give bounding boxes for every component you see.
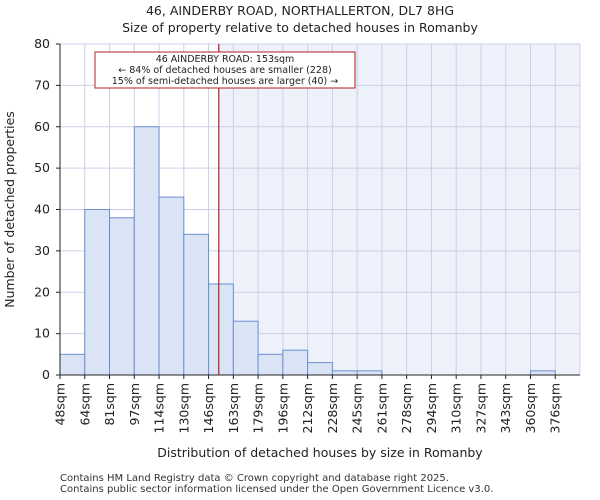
x-tick-label: 327sqm [473,383,488,433]
annotation-title: 46 AINDERBY ROAD: 153sqm [156,54,295,65]
histogram-bar [208,283,234,376]
x-tick-label: 261sqm [374,383,389,433]
histogram-bar [158,196,185,376]
x-tick-label: 310sqm [449,383,464,433]
x-tick-label: 360sqm [523,383,538,433]
y-tick-label: 40 [34,202,50,217]
x-tick-label: 278sqm [399,383,414,433]
x-tick-label: 114sqm [152,383,167,433]
x-tick-label: 97sqm [127,383,142,426]
histogram-bar [84,209,111,376]
histogram-bar [232,320,259,376]
y-tick-label: 20 [34,284,50,299]
chart-title-subtitle: Size of property relative to detached ho… [122,20,478,35]
x-tick-label: 163sqm [226,383,241,433]
y-tick-label: 10 [34,326,50,341]
histogram-bar [307,362,333,376]
x-tick-label: 64sqm [77,383,92,426]
x-tick-label: 81sqm [102,383,117,426]
histogram-bar [282,349,309,376]
footer-copyright: Contains HM Land Registry data © Crown c… [60,473,449,484]
x-tick-label: 146sqm [201,383,216,433]
histogram-bar [59,353,86,376]
histogram-bar [257,353,284,376]
histogram-bar [133,126,160,376]
annotation-box [94,51,356,89]
x-axis-title: Distribution of detached houses by size … [157,445,483,460]
x-tick-label: 212sqm [300,383,315,433]
y-tick-label: 30 [34,243,50,258]
chart-title-address: 46, AINDERBY ROAD, NORTHALLERTON, DL7 8H… [145,3,455,18]
x-tick-label: 179sqm [251,383,266,433]
annotation-smaller: ← 84% of detached houses are smaller (22… [118,65,331,76]
x-tick-label: 228sqm [325,383,340,433]
y-tick-label: 80 [34,36,50,51]
x-tick-label: 376sqm [548,383,563,433]
x-tick-label: 294sqm [424,383,439,433]
histogram-bar [183,233,210,376]
histogram-bar [109,217,135,376]
histogram-bar [331,370,358,376]
x-tick-label: 245sqm [350,383,365,433]
x-tick-label: 130sqm [176,383,191,433]
y-tick-label: 60 [34,119,50,134]
x-tick-label: 343sqm [498,383,513,433]
annotation-larger: 15% of semi-detached houses are larger (… [112,76,339,87]
y-tick-label: 50 [34,160,50,175]
histogram-bar [529,370,556,376]
y-axis-title: Number of detached properties [2,111,17,308]
x-tick-label: 196sqm [275,383,290,433]
histogram-bar [356,370,383,376]
y-tick-label: 70 [34,77,50,92]
footer-licence: Contains public sector information licen… [60,484,494,495]
x-tick-label: 48sqm [53,383,68,426]
y-tick-label: 0 [42,367,50,382]
